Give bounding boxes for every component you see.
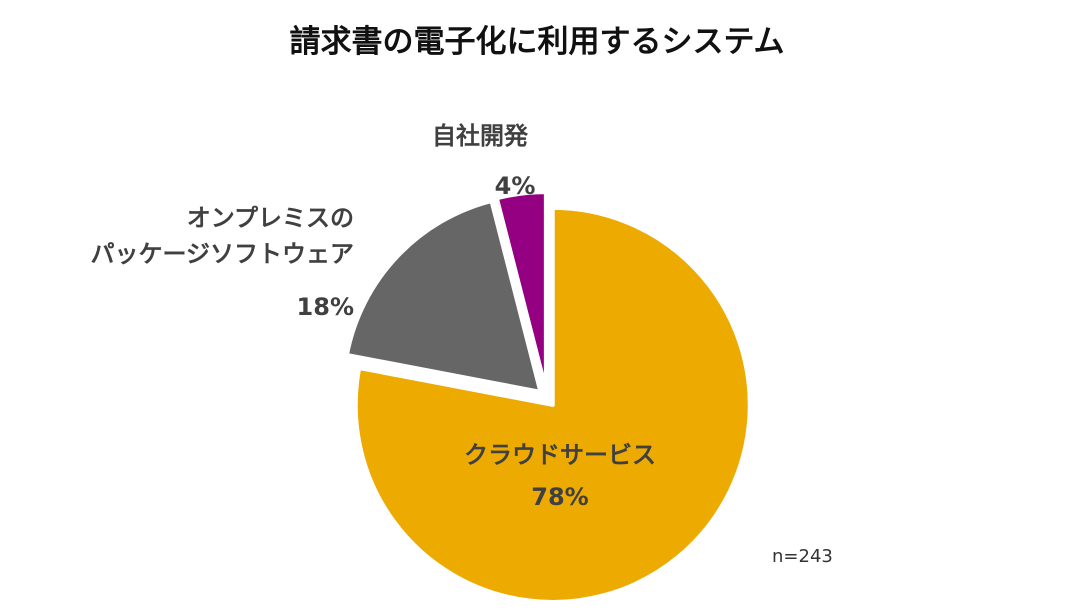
slice-value-label-1: 78% bbox=[531, 483, 588, 511]
slice-value-label-2: 18% bbox=[297, 293, 354, 321]
pie-slice-3 bbox=[494, 190, 548, 392]
slice-value-label-3: 4% bbox=[495, 172, 536, 200]
pie-slices bbox=[344, 190, 752, 604]
slice-label-3-line-1: 自社開発 bbox=[432, 122, 529, 150]
sample-size-note: n=243 bbox=[772, 546, 833, 567]
pie-slice-1 bbox=[353, 205, 752, 604]
slice-label-2-line-1: オンプレミスの bbox=[187, 204, 354, 232]
slice-label-2-line-2: パッケージソフトウェア bbox=[90, 240, 354, 268]
pie-slice-2 bbox=[344, 199, 543, 394]
chart-title: 請求書の電子化に利用するシステム bbox=[289, 24, 784, 60]
slice-label-1-line-1: クラウドサービス bbox=[464, 441, 656, 469]
